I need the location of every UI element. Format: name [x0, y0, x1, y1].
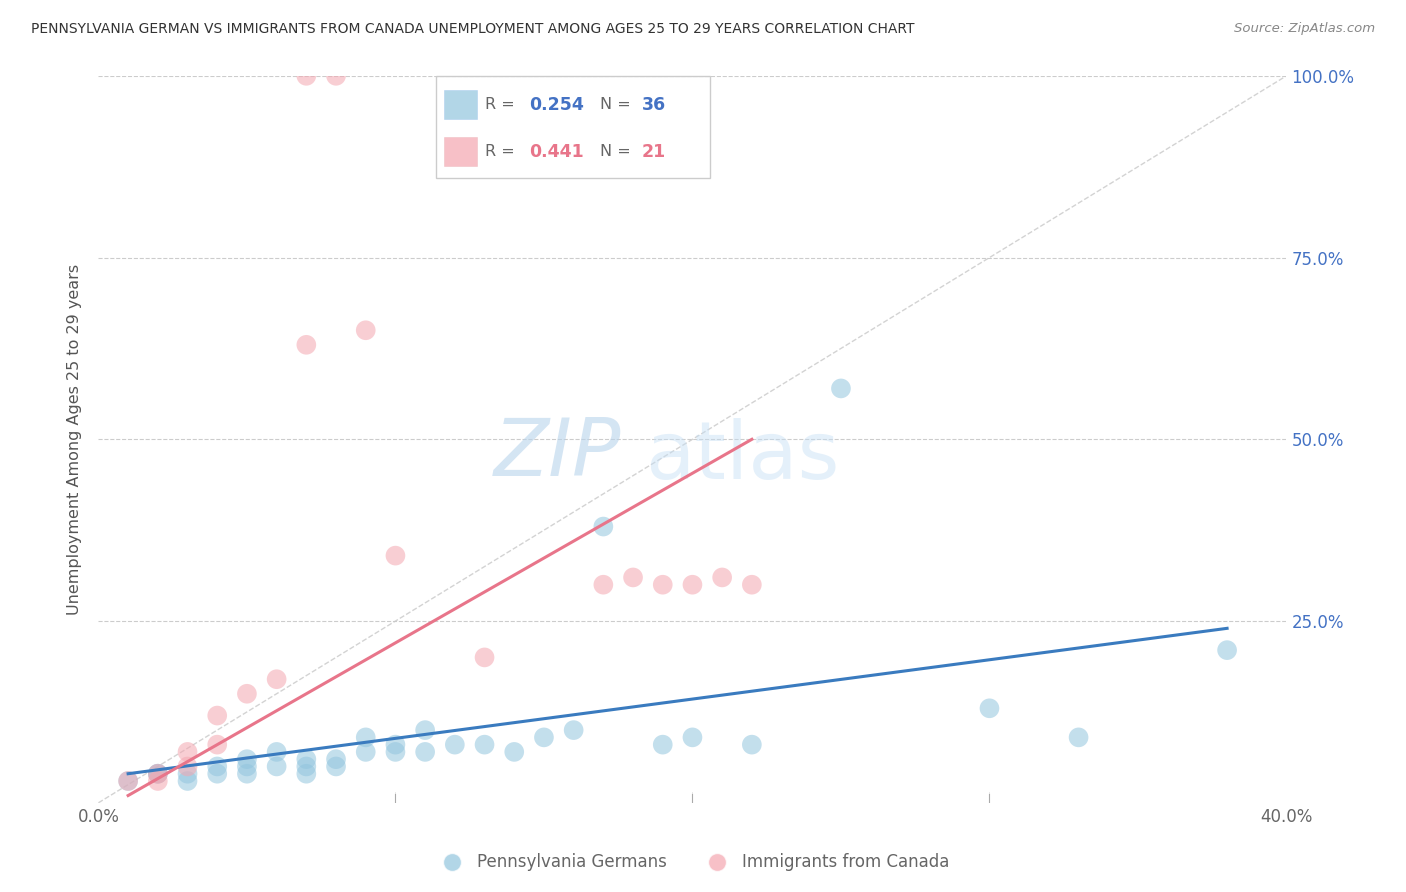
Point — [741, 578, 763, 592]
Point — [384, 549, 406, 563]
Text: atlas: atlas — [645, 418, 839, 497]
Point — [384, 745, 406, 759]
Legend: Pennsylvania Germans, Immigrants from Canada: Pennsylvania Germans, Immigrants from Ca… — [429, 847, 956, 878]
Text: ZIP: ZIP — [494, 415, 621, 493]
Point — [741, 738, 763, 752]
Point — [354, 745, 377, 759]
Point — [146, 766, 169, 780]
Point — [146, 766, 169, 780]
Point — [592, 519, 614, 533]
Point — [413, 723, 436, 737]
Point — [295, 69, 318, 83]
Point — [117, 774, 139, 789]
Point — [176, 759, 198, 773]
Point — [176, 766, 198, 780]
Point — [325, 69, 347, 83]
Point — [474, 650, 496, 665]
Point — [651, 738, 673, 752]
Point — [146, 774, 169, 789]
Point — [562, 723, 585, 737]
Point — [325, 759, 347, 773]
Point — [354, 323, 377, 337]
Point — [236, 687, 259, 701]
Point — [979, 701, 1001, 715]
Point — [205, 759, 228, 773]
Point — [1067, 731, 1090, 745]
Point — [830, 381, 852, 395]
Point — [236, 766, 259, 780]
Point — [236, 752, 259, 766]
Point — [681, 731, 703, 745]
Point — [413, 745, 436, 759]
Point — [592, 578, 614, 592]
Point — [384, 738, 406, 752]
Point — [295, 752, 318, 766]
Text: PENNSYLVANIA GERMAN VS IMMIGRANTS FROM CANADA UNEMPLOYMENT AMONG AGES 25 TO 29 Y: PENNSYLVANIA GERMAN VS IMMIGRANTS FROM C… — [31, 22, 914, 37]
Point — [354, 731, 377, 745]
Point — [1216, 643, 1239, 657]
Point — [295, 338, 318, 352]
Point — [176, 745, 198, 759]
Y-axis label: Unemployment Among Ages 25 to 29 years: Unemployment Among Ages 25 to 29 years — [67, 264, 83, 615]
FancyBboxPatch shape — [444, 137, 477, 166]
Point — [503, 745, 526, 759]
Text: 0.254: 0.254 — [529, 95, 583, 113]
Point — [474, 738, 496, 752]
Point — [325, 752, 347, 766]
Point — [443, 738, 465, 752]
Point — [621, 570, 644, 584]
Text: N =: N = — [600, 97, 637, 112]
Point — [117, 774, 139, 789]
Point — [295, 766, 318, 780]
Point — [266, 672, 288, 686]
Text: R =: R = — [485, 145, 520, 160]
Point — [266, 745, 288, 759]
Point — [651, 578, 673, 592]
Point — [146, 766, 169, 780]
Point — [176, 774, 198, 789]
FancyBboxPatch shape — [444, 90, 477, 119]
Text: 0.441: 0.441 — [529, 143, 583, 161]
Point — [205, 708, 228, 723]
Point — [295, 759, 318, 773]
Text: R =: R = — [485, 97, 520, 112]
Text: N =: N = — [600, 145, 637, 160]
Point — [205, 738, 228, 752]
Point — [533, 731, 555, 745]
Text: Source: ZipAtlas.com: Source: ZipAtlas.com — [1234, 22, 1375, 36]
Text: 36: 36 — [641, 95, 665, 113]
Point — [266, 759, 288, 773]
Point — [711, 570, 734, 584]
Point — [205, 766, 228, 780]
Text: 21: 21 — [641, 143, 665, 161]
Point — [236, 759, 259, 773]
Point — [681, 578, 703, 592]
